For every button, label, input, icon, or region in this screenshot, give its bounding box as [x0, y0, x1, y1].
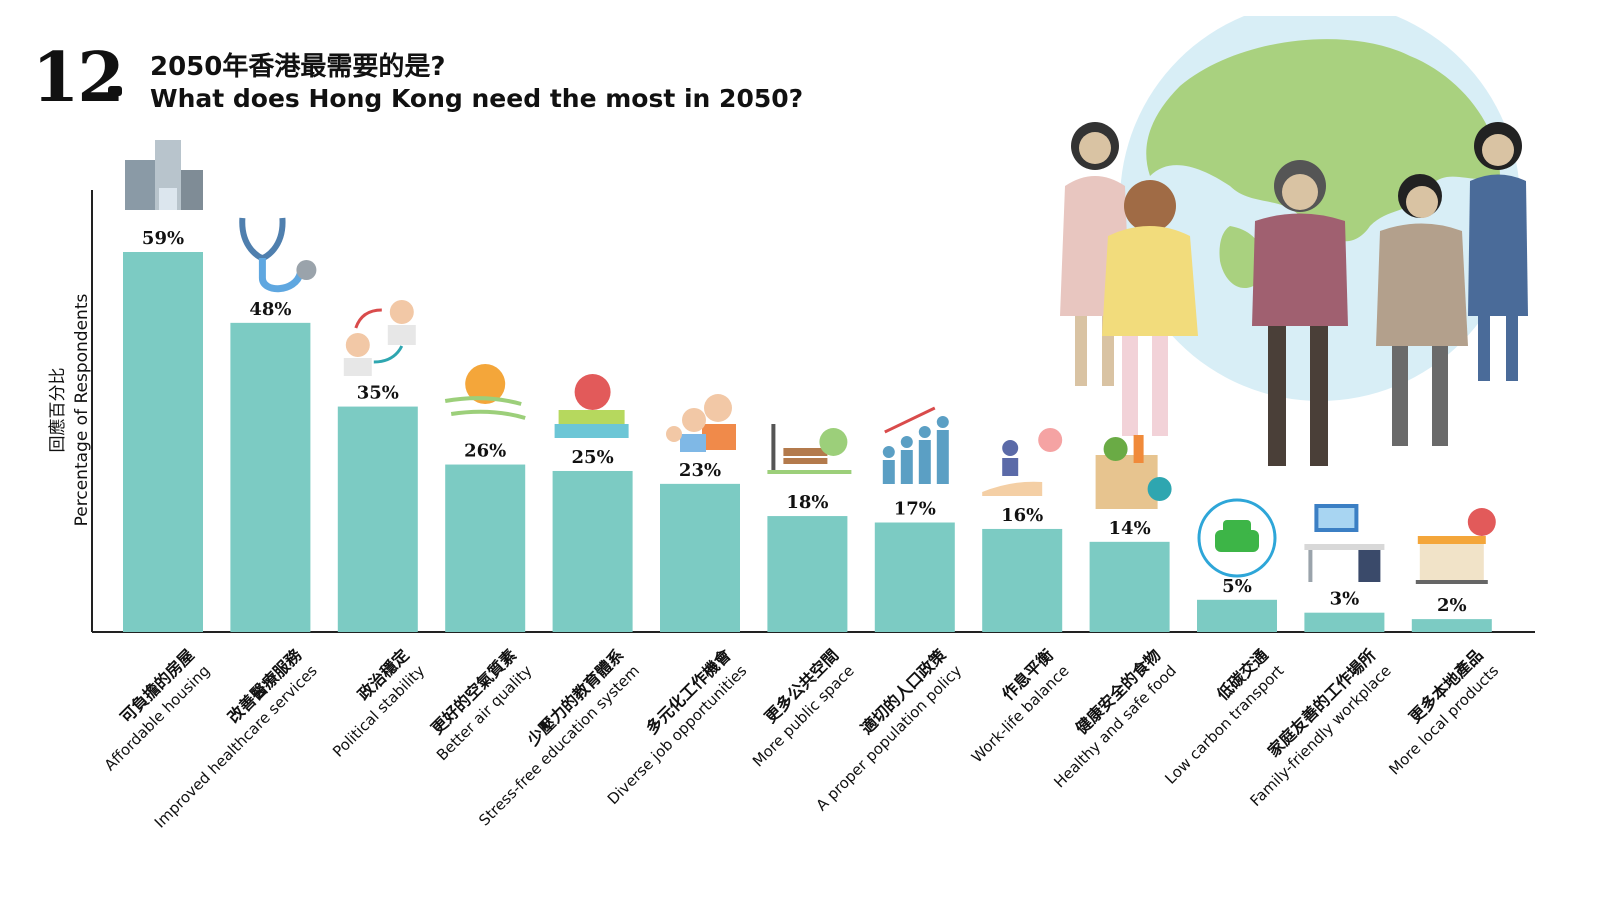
- question-number-dot: [108, 86, 122, 96]
- bar: [337, 406, 418, 632]
- bar: [1411, 619, 1492, 632]
- bar: [230, 322, 311, 632]
- data-label: 17%: [894, 499, 936, 520]
- local-shop-icon: [1415, 508, 1496, 584]
- person-yellow-icon: [1102, 180, 1198, 436]
- data-label: 35%: [357, 383, 399, 404]
- books-apple-icon: [554, 374, 629, 438]
- person-far-right-icon: [1468, 122, 1528, 381]
- bar: [874, 522, 955, 632]
- grocery-bag-icon: [1095, 435, 1172, 509]
- bar: [1089, 541, 1170, 632]
- bar: [767, 516, 848, 632]
- bar: [660, 483, 740, 632]
- data-label: 3%: [1330, 589, 1360, 610]
- question-number: 12: [32, 38, 125, 118]
- park-bench-icon: [767, 424, 852, 474]
- chart-title-zh: 2050年香港最需要的是?: [150, 52, 446, 82]
- person-right-icon: [1376, 174, 1468, 446]
- chart-title-en: What does Hong Kong need the most in 205…: [150, 84, 804, 113]
- electric-car-icon: [1197, 498, 1277, 578]
- family-icon: [666, 394, 736, 452]
- person-center-icon: [1252, 160, 1348, 466]
- stethoscope-icon: [239, 217, 317, 293]
- people-exchange-icon: [343, 300, 416, 376]
- data-label: 23%: [679, 460, 721, 481]
- data-label: 18%: [786, 492, 828, 513]
- bar: [445, 464, 526, 632]
- hand-heart-icon: [982, 428, 1063, 496]
- bar: [1197, 599, 1277, 632]
- bar: [552, 470, 633, 632]
- data-label: 48%: [249, 299, 291, 320]
- data-label: 26%: [464, 441, 506, 462]
- bar: [123, 252, 203, 632]
- bar: [1304, 612, 1385, 632]
- data-label: 14%: [1109, 518, 1151, 539]
- data-label: 2%: [1437, 595, 1467, 616]
- data-label: 25%: [572, 447, 614, 468]
- population-growth-icon: [882, 406, 949, 484]
- data-label: 59%: [142, 228, 184, 249]
- desk-computer-icon: [1304, 504, 1385, 582]
- globe-people-illustration: [1060, 16, 1528, 466]
- bar: [982, 528, 1063, 632]
- sun-wind-icon: [444, 364, 526, 420]
- data-label: 16%: [1001, 505, 1043, 526]
- data-label: 5%: [1222, 576, 1252, 597]
- buildings-icon: [125, 140, 203, 210]
